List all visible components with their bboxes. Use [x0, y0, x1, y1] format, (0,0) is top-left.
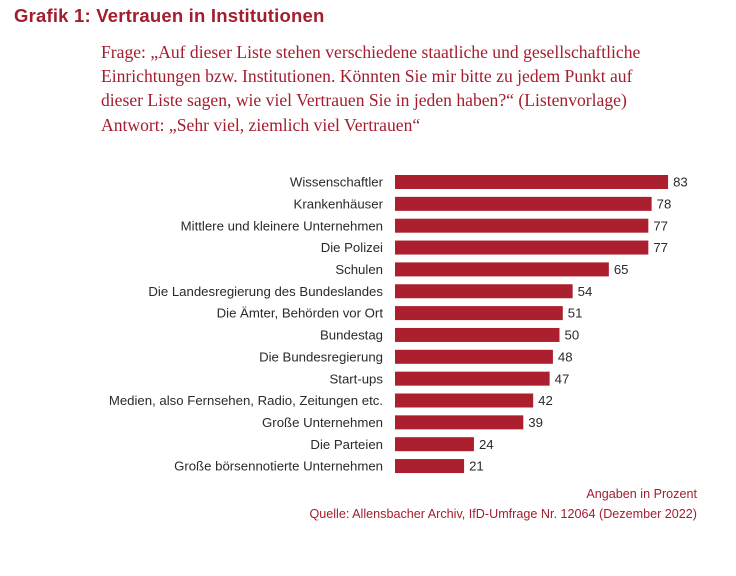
bar: [395, 459, 465, 474]
category-label: Die Parteien: [310, 437, 383, 452]
data-label: 24: [479, 437, 494, 452]
category-label: Große Unternehmen: [262, 415, 383, 430]
bar: [395, 349, 553, 364]
bar: [395, 218, 649, 233]
data-label: 65: [614, 262, 629, 277]
bar: [395, 393, 534, 408]
data-label: 78: [657, 196, 672, 211]
category-label: Die Ämter, Behörden vor Ort: [217, 306, 384, 321]
question-line: Einrichtungen bzw. Institutionen. Könnte…: [101, 66, 633, 87]
data-label: 77: [653, 240, 668, 255]
category-label: Wissenschaftler: [290, 175, 384, 190]
bar: [395, 240, 649, 255]
bar: [395, 415, 524, 430]
data-label: 39: [528, 415, 543, 430]
data-label: 42: [538, 393, 553, 408]
bar: [395, 196, 652, 211]
category-label: Die Polizei: [321, 240, 383, 255]
question-line: Frage: „Auf dieser Liste stehen verschie…: [101, 42, 641, 62]
data-label: 50: [565, 328, 580, 343]
question-line: dieser Liste sagen, wie viel Vertrauen S…: [101, 90, 627, 111]
category-label: Schulen: [335, 262, 383, 277]
bar: [395, 175, 669, 189]
bar: [395, 306, 563, 321]
data-label: 83: [673, 175, 688, 190]
data-label: 51: [568, 306, 583, 321]
data-label: 21: [469, 459, 484, 474]
data-label: 47: [555, 371, 570, 386]
unit-note: Angaben in Prozent: [586, 487, 697, 501]
data-label: 48: [558, 349, 573, 364]
answer-line: Antwort: „Sehr viel, ziemlich viel Vertr…: [101, 114, 421, 135]
bar: [395, 262, 609, 277]
source-note: Quelle: Allensbacher Archiv, IfD-Umfrage…: [309, 507, 697, 521]
bar: [395, 327, 560, 342]
category-label: Mittlere und kleinere Unternehmen: [181, 218, 383, 233]
category-label: Bundestag: [320, 328, 383, 343]
data-label: 77: [653, 218, 668, 233]
category-label: Krankenhäuser: [294, 196, 384, 211]
category-label: Medien, also Fernsehen, Radio, Zeitungen…: [109, 393, 383, 408]
bar: [395, 284, 573, 299]
category-label: Start-ups: [329, 371, 383, 386]
bar: [395, 371, 550, 386]
category-label: Die Bundesregierung: [259, 349, 383, 364]
category-label: Große börsennotierte Unternehmen: [174, 459, 383, 474]
bar: [395, 437, 474, 452]
data-label: 54: [578, 284, 593, 299]
chart-title: Grafik 1: Vertrauen in Institutionen: [14, 5, 325, 26]
survey-question: Frage: „Auf dieser Liste stehen verschie…: [101, 40, 721, 137]
category-label: Die Landesregierung des Bundeslandes: [148, 284, 383, 299]
